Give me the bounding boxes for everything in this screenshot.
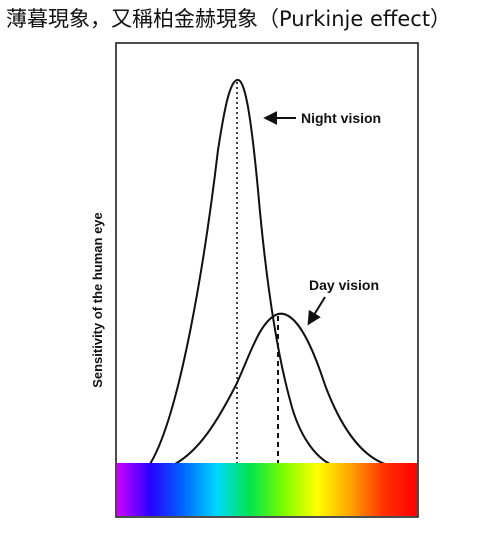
- y-axis-label: Sensitivity of the human eye: [90, 212, 105, 388]
- night-vision-label: Night vision: [301, 110, 381, 126]
- night-vision-curve: [149, 78, 331, 465]
- plot-frame: [115, 42, 419, 518]
- page-title: 薄暮現象，又稱柏金赫現象（Purkinje effect）: [6, 7, 452, 31]
- day-vision-curve: [174, 312, 386, 465]
- day-vision-arrow: [307, 296, 326, 326]
- day-vision-label: Day vision: [309, 277, 379, 293]
- visible-spectrum-strip: [117, 463, 417, 516]
